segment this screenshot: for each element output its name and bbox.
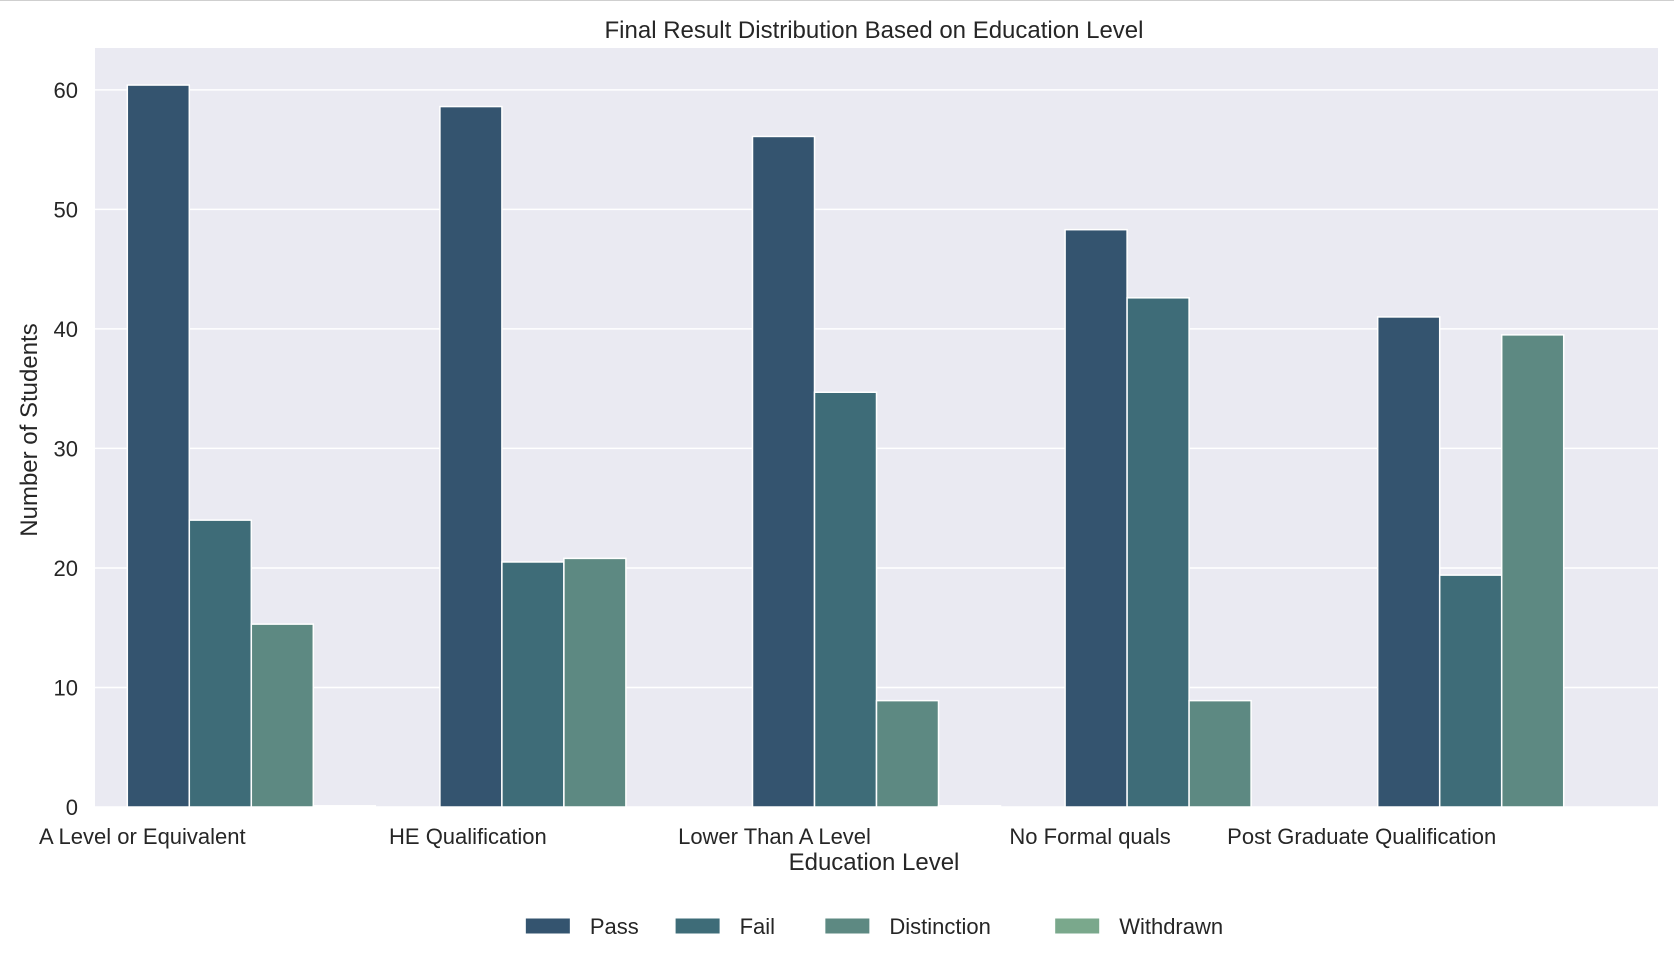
legend-label-distinction: Distinction bbox=[889, 914, 990, 939]
bar-distinction bbox=[1500, 334, 1565, 808]
x-tick-label: Post Graduate Qualification bbox=[1227, 824, 1496, 849]
legend-swatch-fail bbox=[675, 918, 720, 934]
x-axis-label: Education Level bbox=[789, 849, 960, 876]
bar-pass bbox=[1064, 228, 1128, 808]
y-axis-label: Number of Students bbox=[16, 323, 43, 536]
y-axis-ticks: 0 10 20 30 40 50 60 bbox=[54, 78, 78, 820]
legend-label-withdrawn: Withdrawn bbox=[1119, 914, 1223, 939]
y-tick-label: 30 bbox=[54, 436, 78, 461]
chart-title: Final Result Distribution Based on Educa… bbox=[605, 17, 1144, 44]
y-tick-label: 20 bbox=[54, 556, 78, 581]
y-tick-label: 40 bbox=[54, 317, 78, 342]
x-tick-label: No Formal quals bbox=[1009, 824, 1170, 849]
bar-distinction bbox=[875, 699, 940, 808]
legend-swatch-pass bbox=[525, 918, 570, 934]
legend: Pass Fail Distinction Withdrawn bbox=[525, 914, 1223, 939]
y-tick-label: 10 bbox=[54, 675, 78, 700]
bar-pass bbox=[126, 84, 191, 808]
bar-distinction bbox=[1188, 699, 1252, 808]
bars bbox=[126, 84, 1565, 808]
bar-distinction bbox=[250, 623, 315, 808]
bar-fail bbox=[188, 519, 253, 808]
bar-distinction bbox=[563, 557, 627, 808]
legend-swatch-distinction bbox=[825, 918, 870, 934]
bar-pass bbox=[751, 135, 816, 808]
y-tick-label: 50 bbox=[54, 197, 78, 222]
x-axis-ticks: A Level or Equivalent HE Qualification Low… bbox=[39, 824, 1496, 849]
y-tick-label: 60 bbox=[54, 78, 78, 103]
x-tick-label: Lower Than A Level bbox=[678, 824, 871, 849]
top-border bbox=[0, 0, 1674, 1]
x-tick-label: A Level or Equivalent bbox=[39, 824, 246, 849]
bar-pass bbox=[439, 105, 503, 808]
x-tick-label: HE Qualification bbox=[389, 824, 547, 849]
bar-fail bbox=[501, 561, 565, 808]
bar-withdrawn bbox=[312, 805, 377, 808]
legend-label-pass: Pass bbox=[590, 914, 639, 939]
legend-swatch-withdrawn bbox=[1055, 918, 1100, 934]
y-tick-label: 0 bbox=[66, 795, 78, 820]
bar-fail bbox=[1438, 574, 1503, 808]
bar-fail bbox=[813, 391, 878, 808]
bar-fail bbox=[1126, 297, 1190, 808]
bar-withdrawn bbox=[937, 805, 1002, 808]
bar-pass bbox=[1376, 316, 1441, 808]
legend-label-fail: Fail bbox=[740, 914, 775, 939]
